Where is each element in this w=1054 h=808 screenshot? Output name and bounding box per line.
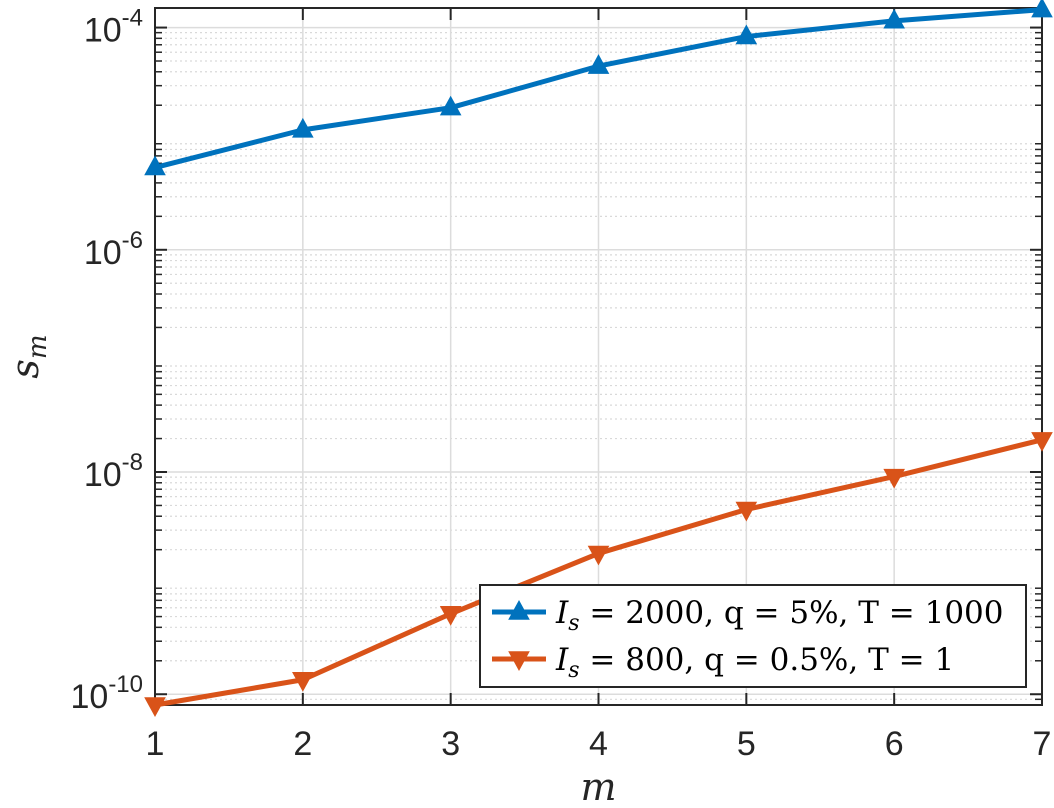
legend-label: Is = 800, q = 0.5%, T = 1 [555, 642, 954, 683]
data-point [587, 54, 610, 74]
legend-label: Is = 2000, q = 5%, T = 1000 [555, 595, 1004, 636]
x-tick-labels: 1 2 3 4 5 6 7 [146, 725, 1052, 763]
x-tick-label: 7 [1033, 725, 1052, 763]
data-point [144, 697, 166, 718]
x-tick-label: 1 [146, 725, 165, 763]
data-point [1031, 432, 1053, 452]
data-point [1031, 0, 1053, 18]
series-1 [144, 0, 1053, 176]
series-2 [144, 432, 1053, 718]
y-tick-label: 10-6 [84, 227, 143, 272]
data-point [883, 8, 905, 29]
x-axis-label: m [580, 765, 616, 808]
x-tick-label: 2 [293, 725, 312, 763]
legend-marker [508, 599, 530, 620]
data-point [292, 117, 314, 138]
y-tick-labels: 10-10 10-8 10-6 10-4 [70, 5, 143, 717]
data-point [292, 672, 314, 692]
y-tick-label: 10-8 [84, 449, 143, 494]
x-tick-label: 6 [885, 725, 904, 763]
data-point [439, 606, 462, 626]
legend-item-2: Is = 800, q = 0.5%, T = 1 [492, 642, 954, 683]
data-point [735, 24, 758, 45]
x-tick-label: 5 [737, 725, 756, 763]
y-axis-label: sm [3, 334, 53, 378]
data-point [735, 501, 758, 522]
series-layer [144, 0, 1053, 718]
legend-box [479, 584, 1027, 688]
data-point [587, 545, 610, 566]
x-tick-label: 3 [441, 725, 460, 763]
legend: Is = 2000, q = 5%, T = 1000 Is = 800, q =… [479, 584, 1027, 688]
data-point [144, 155, 166, 176]
legend-item-1: Is = 2000, q = 5%, T = 1000 [492, 595, 1004, 636]
data-point [439, 95, 462, 116]
legend-marker [508, 651, 530, 672]
x-tick-label: 4 [589, 725, 608, 763]
data-point [883, 468, 905, 489]
y-tick-label: 10-10 [70, 671, 143, 716]
y-tick-label: 10-4 [84, 5, 143, 50]
